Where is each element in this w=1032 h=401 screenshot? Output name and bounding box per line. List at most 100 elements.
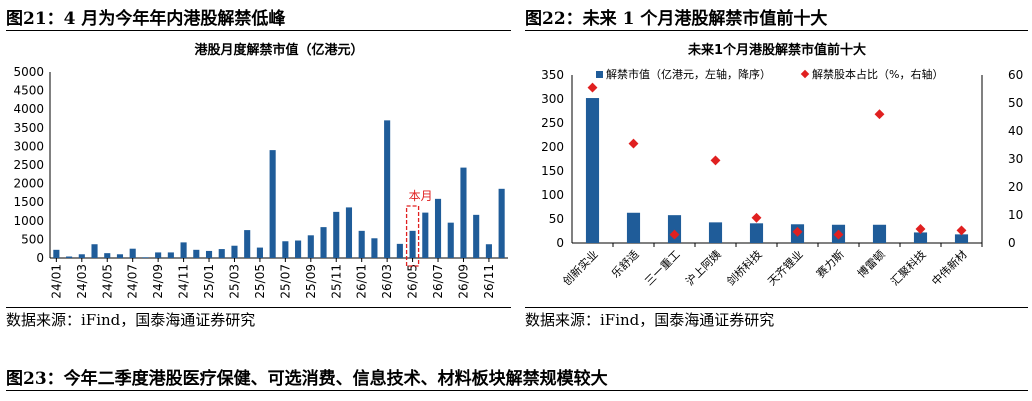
bar-博雷顿 (872, 224, 887, 243)
bar-24/06 (116, 254, 124, 258)
x-tick-label: 赛力斯 (813, 247, 846, 280)
bar-25/01 (205, 250, 213, 258)
bar-26/06 (422, 212, 429, 258)
bar-24/11 (180, 242, 187, 258)
y-right-tick-label: 60 (1008, 68, 1023, 82)
x-tick-label: 26/11 (482, 264, 496, 299)
bar-26/05 (409, 230, 416, 258)
fig22-bottom-rule (525, 307, 1028, 308)
y-tick-label: 3500 (13, 121, 44, 135)
marker-剑桥科技 (751, 212, 762, 223)
marker-赛力斯 (833, 229, 844, 240)
bar-26/09 (460, 167, 467, 258)
marker-创新实业 (587, 82, 598, 93)
bar-汇聚科技 (913, 232, 928, 243)
legend-marker-label: 解禁股本占比（%，右轴） (812, 67, 943, 81)
y-right-tick-label: 30 (1008, 152, 1023, 166)
bar-24/07 (129, 248, 136, 258)
bar-24/10 (167, 252, 174, 258)
bar-26/10 (473, 214, 480, 258)
x-tick-label: 24/07 (126, 264, 140, 299)
bar-26/11 (485, 244, 492, 258)
y-left-tick-label: 250 (541, 116, 564, 130)
bar-26/04 (396, 243, 403, 258)
marker-乐舒适 (628, 138, 639, 149)
x-tick-label: 24/09 (151, 264, 165, 299)
marker-汇聚科技 (915, 224, 926, 234)
fig21-top-rule (6, 30, 511, 31)
bar-25/03 (231, 245, 238, 258)
marker-天齐锂业 (792, 226, 803, 237)
bar-中伟新材 (954, 234, 969, 243)
fig22-source: 数据来源：iFind，国泰海通证券研究 (525, 311, 775, 329)
bar-25/06 (269, 150, 276, 258)
bar-24/09 (155, 252, 162, 258)
fig21-source: 数据来源：iFind，国泰海通证券研究 (6, 311, 256, 329)
y-tick-label: 5000 (13, 65, 44, 79)
x-tick-label: 中伟新材 (929, 247, 970, 288)
y-right-tick-label: 0 (1008, 236, 1016, 250)
x-tick-label: 25/03 (227, 264, 241, 299)
x-tick-label: 乐舒适 (608, 247, 641, 280)
marker-三一重工 (669, 229, 680, 240)
y-tick-label: 500 (21, 232, 44, 246)
x-tick-label: 创新实业 (560, 247, 601, 288)
marker-中伟新材 (956, 225, 967, 236)
y-left-tick-label: 300 (541, 92, 564, 106)
y-left-tick-label: 200 (541, 140, 564, 154)
legend-bar-swatch (596, 71, 603, 78)
x-tick-label: 汇聚科技 (888, 247, 929, 288)
x-tick-label: 26/07 (431, 264, 445, 299)
x-tick-label: 24/11 (177, 264, 191, 299)
bar-24/04 (91, 244, 98, 258)
bar-26/12 (498, 188, 505, 258)
bar-25/07 (282, 241, 289, 258)
y-right-tick-label: 20 (1008, 180, 1023, 194)
x-tick-label: 25/01 (202, 264, 216, 299)
bar-25/11 (333, 211, 340, 258)
x-tick-label: 25/07 (278, 264, 292, 299)
fig21-title: 图21：4 月为今年年内港股解禁低峰 (6, 9, 286, 29)
x-tick-label: 26/01 (355, 264, 369, 299)
bar-26/02 (371, 238, 378, 258)
y-right-tick-label: 40 (1008, 124, 1023, 138)
x-tick-label: 24/05 (100, 264, 114, 299)
bar-乐舒适 (626, 212, 641, 243)
x-tick-label: 天齐锂业 (765, 247, 806, 288)
marker-博雷顿 (874, 109, 885, 120)
bar-26/03 (384, 120, 391, 258)
y-right-tick-label: 10 (1008, 208, 1023, 222)
x-tick-label: 24/01 (49, 264, 63, 299)
bar-24/05 (104, 253, 111, 258)
bar-25/05 (256, 247, 263, 258)
y-left-tick-label: 50 (549, 212, 564, 226)
bar-25/12 (345, 207, 353, 258)
y-left-tick-label: 150 (541, 164, 564, 178)
fig22-top-rule (525, 30, 1028, 31)
y-left-tick-label: 0 (556, 236, 564, 250)
bar-24/01 (53, 249, 60, 258)
y-left-tick-label: 350 (541, 68, 564, 82)
y-right-tick-label: 50 (1008, 96, 1023, 110)
x-tick-label: 沪上阿姨 (683, 247, 724, 288)
bar-26/07 (434, 198, 442, 258)
bar-24/12 (193, 249, 200, 258)
y-tick-label: 4500 (13, 84, 44, 98)
bar-25/10 (320, 227, 327, 258)
bar-24/08 (142, 257, 149, 258)
bar-24/03 (78, 254, 85, 258)
chart1-title: 港股月度解禁市值（亿港元） (194, 42, 363, 58)
chart2-title: 未来1个月港股解禁市值前十大 (687, 42, 866, 58)
bar-25/09 (307, 235, 314, 258)
x-tick-label: 26/09 (456, 264, 470, 299)
x-tick-label: 博雷顿 (854, 247, 887, 280)
x-tick-label: 25/09 (304, 264, 318, 299)
x-tick-label: 剑桥科技 (724, 247, 765, 288)
bar-沪上阿姨 (708, 222, 723, 243)
y-tick-label: 3000 (13, 139, 44, 153)
bar-创新实业 (585, 98, 600, 243)
x-tick-label: 26/03 (380, 264, 394, 299)
bar-24/02 (66, 256, 73, 258)
bar-剑桥科技 (749, 223, 764, 243)
